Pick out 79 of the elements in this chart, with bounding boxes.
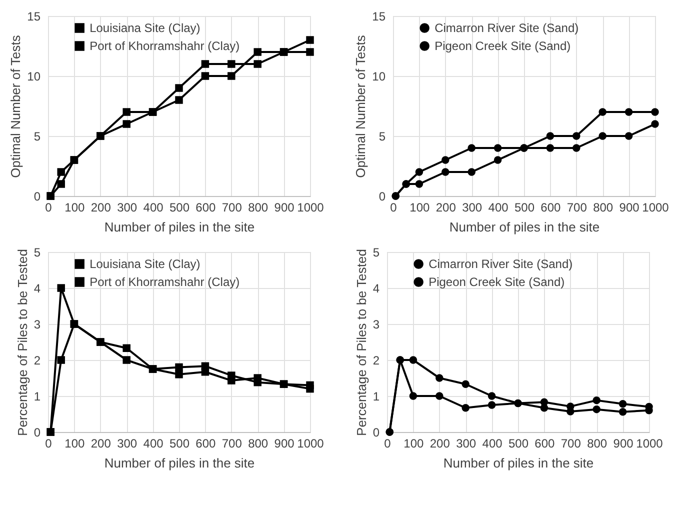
y-tick-label: 10: [372, 70, 386, 84]
x-tick-label: 600: [540, 200, 562, 214]
legend-label: Cimarron River Site (Sand): [428, 257, 573, 271]
y-tick-label: 4: [34, 282, 41, 296]
x-tick-label: 700: [566, 200, 588, 214]
legend-label: Port of Khorramshahr (Clay): [90, 39, 240, 53]
legend-label: Louisiana Site (Clay): [90, 21, 200, 35]
y-tick-label: 2: [34, 354, 41, 368]
legend-label: Pigeon Creek Site (Sand): [428, 275, 565, 289]
x-axis-title: Number of piles in the site: [104, 456, 255, 470]
x-tick-label: 500: [169, 436, 190, 450]
x-tick-label: 1000: [297, 436, 324, 450]
x-tick-label: 300: [462, 200, 482, 214]
x-tick-label: 400: [143, 436, 164, 450]
x-tick-label: 600: [196, 436, 216, 450]
y-axis-title: Percentage of Piles to be Tested: [354, 249, 369, 436]
x-tick-label: 200: [430, 436, 450, 450]
x-tick-label: 1000: [297, 200, 324, 214]
y-axis-title: Percentage of Piles to be Tested: [14, 249, 30, 436]
x-tick-label: 1000: [642, 200, 670, 214]
x-axis-title: Number of piles in the site: [449, 220, 600, 234]
x-tick-label: 600: [196, 200, 216, 214]
y-axis-title: Optimal Number of Tests: [353, 34, 368, 178]
x-tick-label: 600: [534, 436, 556, 450]
y-tick-label: 0: [378, 190, 386, 204]
legend-label: Louisiana Site (Clay): [90, 257, 200, 271]
x-tick-label: 500: [514, 200, 535, 214]
x-tick-label: 900: [613, 436, 634, 450]
y-tick-label: 15: [372, 10, 386, 24]
y-tick-label: 5: [34, 130, 41, 144]
x-tick-label: 200: [90, 200, 112, 214]
y-tick-label: 4: [372, 282, 380, 296]
x-tick-label: 400: [488, 200, 509, 214]
x-tick-label: 800: [593, 200, 614, 214]
x-tick-label: 700: [222, 200, 242, 214]
x-tick-label: 700: [222, 436, 242, 450]
y-tick-label: 0: [372, 426, 380, 440]
y-tick-label: 15: [27, 10, 41, 24]
x-tick-label: 200: [436, 200, 456, 214]
y-tick-label: 3: [372, 318, 380, 332]
legend-label: Pigeon Creek Site (Sand): [434, 39, 571, 53]
y-tick-label: 3: [34, 318, 41, 332]
x-tick-label: 100: [410, 200, 430, 214]
x-tick-label: 300: [117, 200, 138, 214]
x-tick-label: 100: [404, 436, 424, 450]
x-tick-label: 800: [587, 436, 608, 450]
x-tick-label: 800: [248, 200, 268, 214]
x-tick-label: 400: [482, 436, 503, 450]
y-tick-label: 2: [372, 354, 380, 368]
x-tick-label: 900: [619, 200, 640, 214]
x-tick-label: 0: [45, 200, 52, 214]
x-tick-label: 0: [45, 436, 52, 450]
x-tick-label: 400: [143, 200, 164, 214]
y-tick-label: 5: [372, 246, 380, 260]
y-tick-label: 5: [34, 246, 41, 260]
x-tick-label: 100: [64, 200, 86, 214]
x-tick-label: 500: [508, 436, 529, 450]
y-tick-label: 5: [378, 130, 386, 144]
legend-label: Cimarron River Site (Sand): [434, 21, 579, 35]
x-tick-label: 700: [560, 436, 582, 450]
y-tick-label: 1: [372, 390, 380, 404]
y-axis-title: Optimal Number of Tests: [8, 34, 24, 178]
x-tick-label: 0: [390, 200, 398, 214]
x-tick-label: 800: [248, 436, 268, 450]
x-tick-label: 300: [117, 436, 138, 450]
x-axis-title: Number of piles in the site: [443, 456, 594, 470]
y-tick-label: 0: [34, 426, 41, 440]
legend-label: Port of Khorramshahr (Clay): [90, 275, 240, 289]
x-tick-label: 1000: [636, 436, 664, 450]
y-tick-label: 1: [34, 390, 41, 404]
x-tick-label: 300: [456, 436, 476, 450]
x-tick-label: 900: [274, 436, 295, 450]
x-tick-label: 900: [274, 200, 295, 214]
y-tick-label: 10: [27, 70, 41, 84]
x-axis-title: Number of piles in the site: [104, 220, 255, 234]
x-tick-label: 100: [64, 436, 86, 450]
x-tick-label: 500: [169, 200, 190, 214]
x-tick-label: 200: [90, 436, 112, 450]
y-tick-label: 0: [34, 190, 41, 204]
